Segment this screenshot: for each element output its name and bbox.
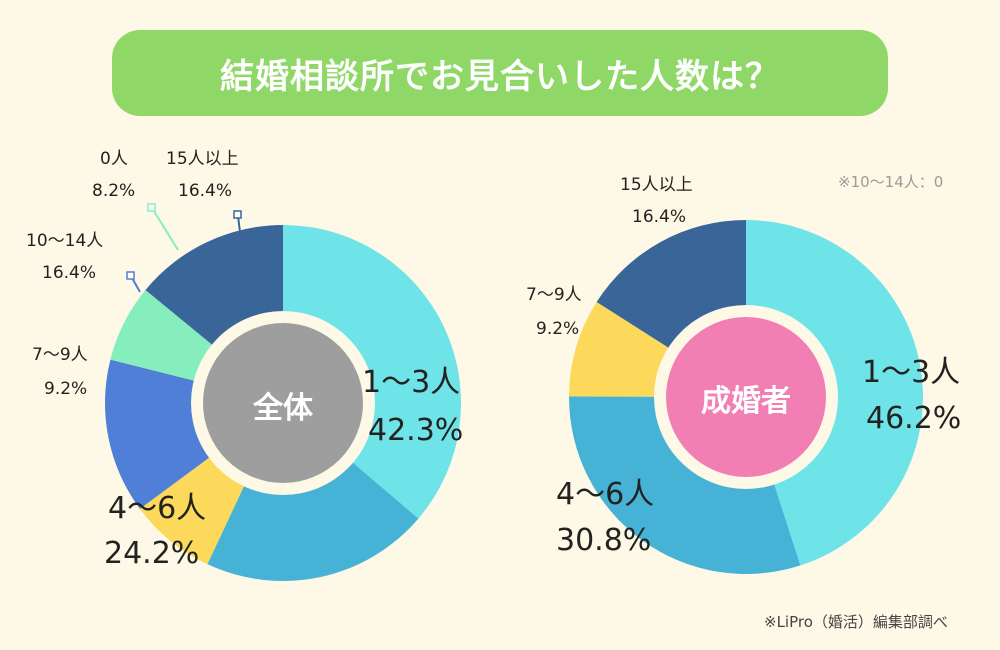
source-note: ※LiPro（婚活）編集部調べ — [764, 613, 948, 631]
pie-chart-married — [569, 220, 923, 574]
slice-value-7-9: 9.2% — [44, 379, 87, 399]
married-slice-value-1-3: 46.2% — [866, 401, 961, 436]
leader-line-10-14 — [126, 271, 141, 293]
pie-center-disc — [203, 323, 363, 483]
slice-value-15plus: 16.4% — [178, 181, 232, 201]
slice-value-1-3: 42.3% — [368, 413, 463, 448]
zero-note: ※10〜14人：0 — [838, 173, 943, 191]
leader-line-0 — [147, 203, 179, 251]
slice-label-10-14: 10〜14人 — [26, 231, 103, 251]
pie-center-disc — [666, 317, 826, 477]
married-slice-value-4-6: 30.8% — [556, 523, 651, 558]
married-slice-value-7-9: 9.2% — [536, 319, 579, 339]
slice-label-4-6: 4〜6人 — [108, 491, 206, 526]
married-slice-label-15plus: 15人以上 — [620, 175, 693, 195]
slice-label-1-3: 1〜3人 — [362, 365, 460, 400]
center-label-married: 成婚者 — [701, 384, 791, 419]
married-slice-label-4-6: 4〜6人 — [556, 477, 654, 512]
chart-title: 結婚相談所でお見合いした人数は？ — [220, 56, 780, 97]
married-slice-label-1-3: 1〜3人 — [862, 355, 960, 390]
leader-line-15plus — [233, 210, 242, 233]
center-label-all: 全体 — [252, 391, 314, 426]
slice-label-15plus: 15人以上 — [166, 149, 239, 169]
pie-slice-1-3 — [283, 225, 461, 519]
slice-label-0: 0人 — [100, 149, 128, 169]
slice-value-10-14: 16.4% — [42, 263, 96, 283]
married-slice-value-15plus: 16.4% — [632, 207, 686, 227]
slice-label-7-9: 7〜9人 — [32, 345, 88, 365]
slice-value-4-6: 24.2% — [104, 536, 199, 571]
title-banner: 結婚相談所でお見合いした人数は？ — [112, 30, 888, 116]
slice-value-0: 8.2% — [92, 181, 135, 201]
labels-all: 1〜3人 42.3% 4〜6人 24.2% 7〜9人 9.2% 10〜14人 1… — [26, 149, 463, 571]
pie-slice-4-6 — [207, 403, 419, 581]
married-slice-label-7-9: 7〜9人 — [526, 285, 582, 305]
pie-chart-all — [104, 224, 461, 581]
labels-married: 1〜3人 46.2% 4〜6人 30.8% 7〜9人 9.2% 15人以上 16… — [526, 175, 961, 558]
